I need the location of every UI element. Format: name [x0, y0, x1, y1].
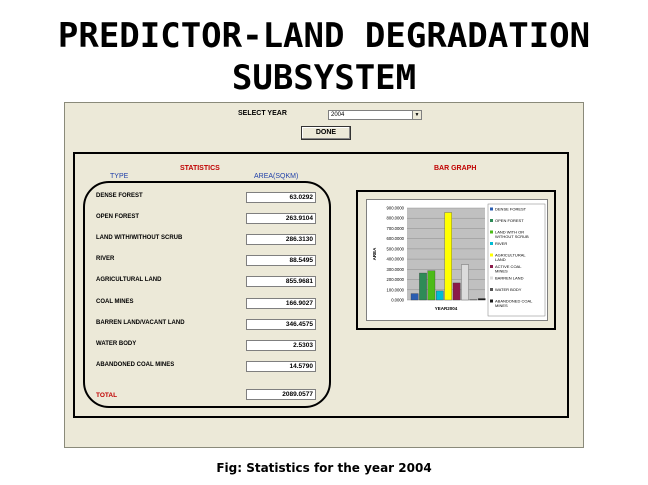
bar — [427, 270, 436, 301]
bar — [444, 212, 452, 301]
area-column-header: AREA(SQKM) — [254, 173, 299, 180]
y-tick-label: 400.0000 — [387, 257, 405, 262]
legend-label: DENSE FOREST — [495, 207, 527, 212]
legend-label: WATER BODY — [495, 287, 522, 292]
select-year-label: SELECT YEAR — [238, 110, 287, 117]
legend-swatch — [490, 253, 493, 257]
stat-row-value: 166.9027 — [246, 297, 316, 309]
stat-row-value: 263.9104 — [246, 213, 316, 225]
legend-box — [487, 203, 546, 317]
stat-row-label: BARREN LAND/VACANT LAND — [96, 319, 185, 326]
stat-row-label: AGRICULTURAL LAND — [96, 277, 162, 284]
y-tick-label: 100.0000 — [387, 287, 405, 292]
legend-label: ACTIVE COAL MINES — [495, 264, 522, 274]
y-tick-label: 0.0000 — [391, 298, 404, 303]
legend-label: OPEN FOREST — [495, 218, 524, 223]
stat-row-label: WATER BODY — [96, 340, 137, 347]
bar — [410, 293, 419, 301]
legend-swatch — [490, 299, 493, 303]
total-value: 2089.0577 — [246, 389, 316, 400]
done-button[interactable]: DONE — [301, 126, 351, 140]
legend-swatch — [490, 207, 493, 211]
results-frame — [73, 152, 569, 418]
statistics-heading: STATISTICS — [180, 165, 220, 172]
stat-row-label: COAL MINES — [96, 298, 134, 305]
chevron-down-icon[interactable]: ▼ — [412, 111, 421, 119]
y-tick-label: 600.0000 — [387, 236, 405, 241]
legend-label: BARREN LAND — [495, 276, 524, 281]
total-label: TOTAL — [96, 392, 118, 399]
stat-row-value: 855.9681 — [246, 276, 316, 288]
type-column-header: TYPE — [110, 173, 129, 180]
stat-row-value: 63.0292 — [246, 192, 316, 203]
y-tick-label: 900.0000 — [387, 206, 405, 211]
stat-row-value: 2.5303 — [246, 339, 316, 351]
stat-row-value: 88.5495 — [246, 255, 316, 267]
legend-label: RIVER — [495, 241, 507, 246]
x-axis-label: YEAR2004 — [435, 306, 458, 311]
stat-row-label: ABANDONED COAL MINES — [96, 361, 175, 368]
statistics-frame — [83, 181, 331, 408]
stat-row-label: RIVER — [96, 256, 115, 263]
bar — [419, 272, 427, 301]
y-tick-label: 700.0000 — [387, 226, 405, 231]
year-dropdown-value: 2004 — [331, 112, 345, 118]
y-tick-label: 800.0000 — [387, 216, 405, 221]
stat-row-label: DENSE FOREST — [96, 193, 143, 199]
bar-chart: 900.0000 800.0000 700.0000 600.0000 500.0000… — [372, 203, 546, 317]
year-dropdown[interactable]: 2004 ▼ — [328, 110, 422, 120]
bar — [478, 298, 486, 301]
legend-label: AGRICULTURAL LAND — [495, 253, 526, 263]
legend-label: ABANDONED COAL MINES — [495, 299, 533, 309]
page-title: PREDICTOR-LAND DEGRADATION — [57, 16, 591, 56]
page-subtitle: SUBSYSTEM — [231, 58, 417, 98]
figure-caption: Fig: Statistics for the year 2004 — [216, 461, 432, 475]
stat-row-value: 286.3130 — [246, 234, 316, 246]
stat-row-value: 14.5790 — [246, 360, 316, 372]
stat-row-value: 346.4575 — [246, 318, 316, 330]
bar — [452, 282, 461, 301]
legend-swatch — [490, 219, 493, 222]
stat-row-label: OPEN FOREST — [96, 214, 140, 221]
y-tick-label: 500.0000 — [387, 246, 405, 251]
bar-graph-heading: BAR GRAPH — [434, 165, 477, 172]
legend-swatch — [490, 276, 493, 280]
legend-swatch — [490, 242, 493, 245]
bar — [436, 290, 444, 301]
legend-swatch — [490, 288, 493, 291]
bar — [461, 264, 469, 301]
legend-swatch — [490, 265, 493, 268]
bar-graph-panel: 900.0000 800.0000 700.0000 600.0000 500.0000… — [366, 199, 548, 321]
y-tick-label: 300.0000 — [387, 267, 405, 272]
y-tick-label: 200.0000 — [387, 277, 405, 282]
legend-swatch — [490, 230, 493, 234]
y-axis-label: AREA — [372, 247, 377, 261]
stat-row-label: LAND WITH/WITHOUT SCRUB — [96, 235, 183, 242]
legend-label: LAND WITH OR WITHOUT SCRUB — [495, 230, 529, 240]
